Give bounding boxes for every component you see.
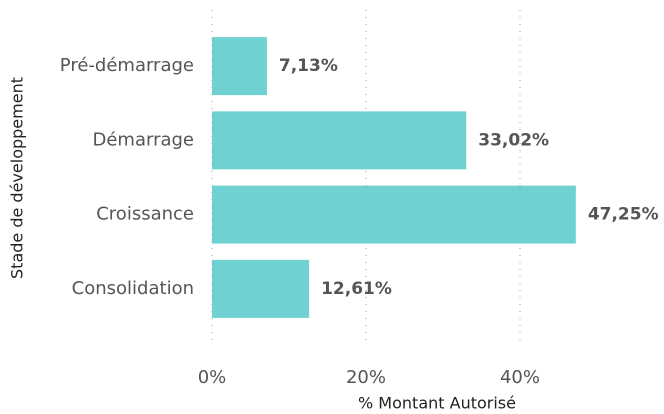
x-tick-label: 40% [500, 367, 540, 388]
value-label: 47,25% [588, 205, 659, 225]
x-tick-label: 20% [346, 367, 386, 388]
y-tick-label: Démarrage [92, 129, 194, 150]
y-tick-label: Pré-démarrage [60, 55, 194, 76]
value-label: 33,02% [478, 130, 549, 150]
y-tick-label: Consolidation [72, 278, 194, 299]
bar [212, 37, 267, 96]
bar [212, 111, 467, 170]
x-axis-title: % Montant Autorisé [358, 394, 516, 413]
x-tick-label: 0% [198, 367, 227, 388]
value-label: 12,61% [321, 279, 392, 299]
bar [212, 185, 576, 244]
y-axis-title: Stade de développement [8, 77, 27, 279]
bar [212, 259, 310, 318]
value-label: 7,13% [279, 56, 338, 76]
y-tick-label: Croissance [96, 204, 194, 225]
